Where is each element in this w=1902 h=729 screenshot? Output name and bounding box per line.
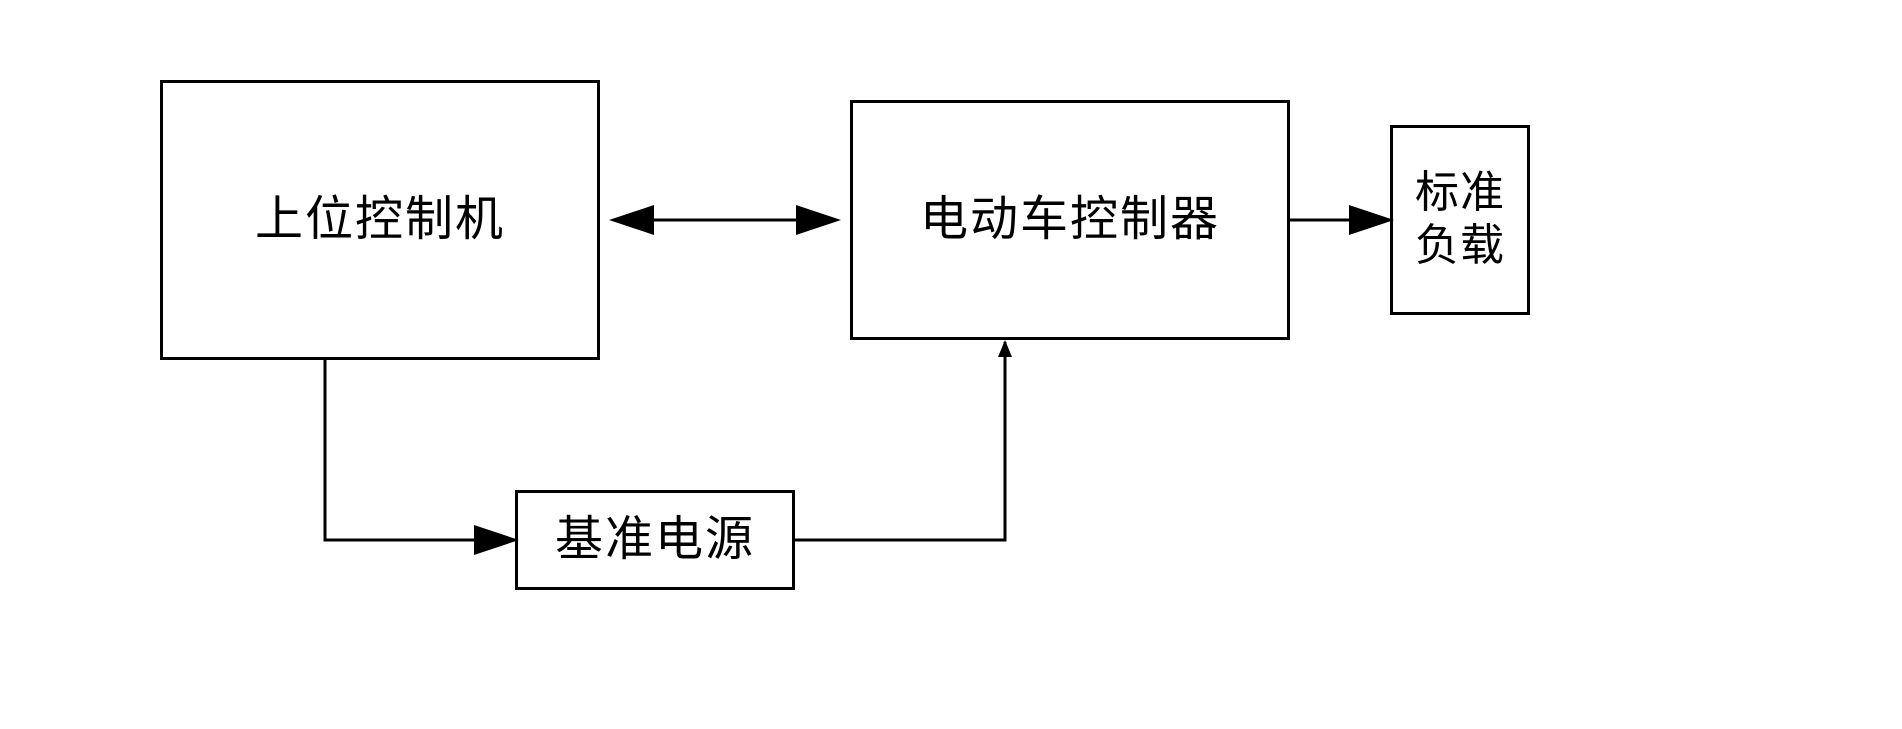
- edge-host-to-ev: [160, 80, 1560, 680]
- diagram-container: 上位控制机 电动车控制器 标准负载 基准电源: [160, 80, 1760, 640]
